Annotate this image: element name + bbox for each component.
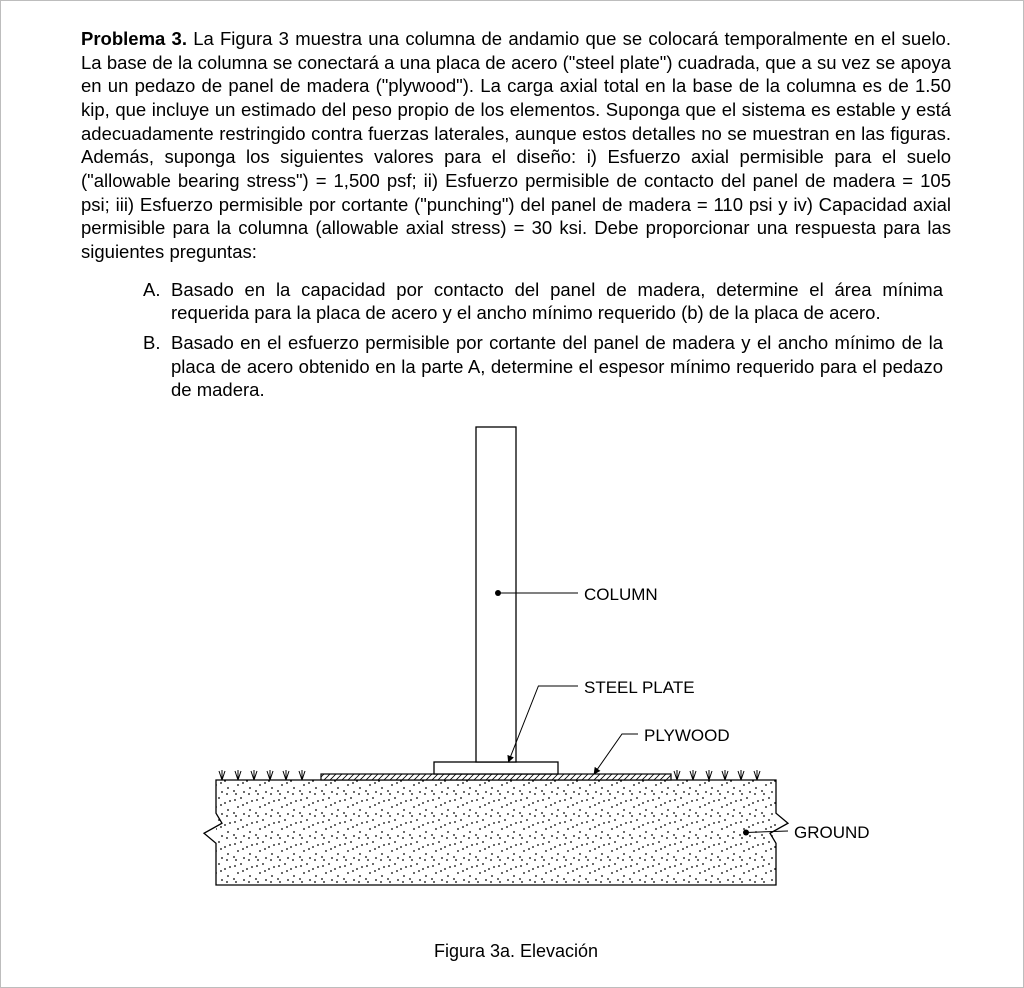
problem-heading: Problema 3. [81, 28, 187, 49]
question-b-text: Basado en el esfuerzo permisible por cor… [171, 331, 943, 402]
question-b: B. Basado en el esfuerzo permisible por … [143, 331, 943, 402]
figure-svg [166, 422, 866, 912]
label-plywood: PLYWOOD [644, 725, 730, 747]
label-ground: GROUND [794, 822, 870, 844]
question-list: A. Basado en la capacidad por contacto d… [143, 278, 943, 402]
problem-intro-text: La Figura 3 muestra una columna de andam… [81, 28, 951, 262]
question-a: A. Basado en la capacidad por contacto d… [143, 278, 943, 325]
figure-3a: COLUMN STEEL PLATE PLYWOOD GROUND [166, 422, 866, 932]
question-a-marker: A. [143, 278, 171, 325]
label-column: COLUMN [584, 584, 658, 606]
problem-intro: Problema 3. La Figura 3 muestra una colu… [81, 27, 951, 264]
document-page: Problema 3. La Figura 3 muestra una colu… [0, 0, 1024, 988]
question-b-marker: B. [143, 331, 171, 402]
figure-caption: Figura 3a. Elevación [81, 940, 951, 963]
label-steel-plate: STEEL PLATE [584, 677, 695, 699]
question-a-text: Basado en la capacidad por contacto del … [171, 278, 943, 325]
